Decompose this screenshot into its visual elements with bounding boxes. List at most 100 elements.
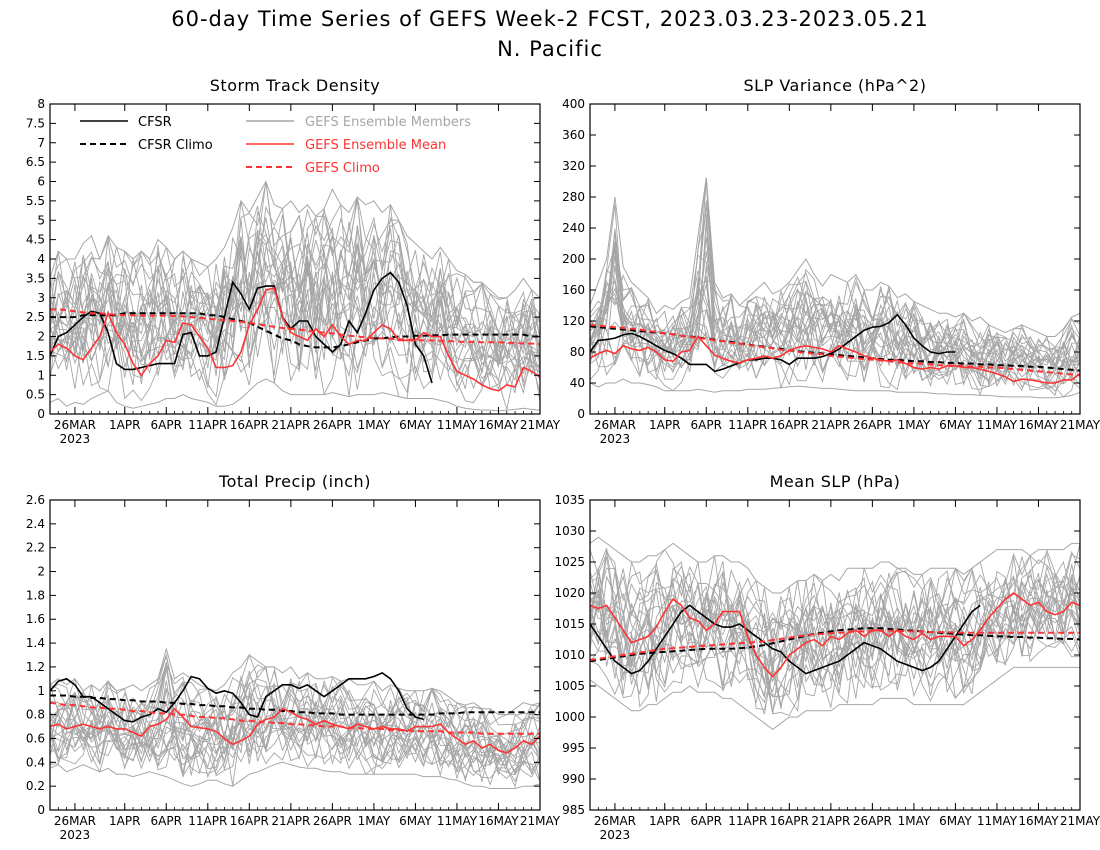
x-tick-label: 26MAR [54, 814, 96, 828]
x-tick-label: 21MAY [1060, 814, 1100, 828]
x-year-label: 2023 [600, 432, 631, 446]
ensemble-member-line [50, 715, 540, 789]
y-tick-label: 4.5 [26, 233, 45, 247]
ensemble-member-line [590, 213, 1080, 369]
ensemble-envelope-lower [590, 666, 1080, 731]
x-tick-label: 26APR [313, 814, 352, 828]
y-tick-label: 1015 [554, 617, 585, 631]
y-tick-label: 1010 [554, 648, 585, 662]
y-tick-label: 995 [562, 741, 585, 755]
series-line-gefs-climo [50, 308, 540, 346]
x-tick-label: 21MAY [1060, 418, 1100, 432]
series-line-cfsr [50, 271, 433, 384]
y-tick-label: 0.2 [26, 779, 45, 793]
series-line-cfsr [50, 671, 424, 723]
x-year-label: 2023 [60, 828, 91, 842]
y-tick-label: 2 [37, 330, 45, 344]
ensemble-envelope-upper [590, 536, 1080, 594]
legend-label-ens-members: GEFS Ensemble Members [305, 115, 471, 130]
x-tick-label: 1MAY [898, 814, 931, 828]
series-line-cfsr-climo [50, 694, 540, 716]
legend-label-ens-mean: GEFS Ensemble Mean [305, 138, 446, 153]
ensemble-member-line [50, 721, 540, 779]
series-line-gefs-ensemble-mean [590, 592, 1080, 678]
x-tick-label: 26MAR [54, 418, 96, 432]
ensemble-member-line [50, 181, 540, 347]
ensemble-member-line [590, 548, 1080, 644]
ensemble-member-line [50, 713, 540, 776]
series-line-gefs-climo [590, 629, 1080, 661]
ensemble-envelope-lower [590, 378, 1080, 399]
y-tick-label: 1.2 [26, 660, 45, 674]
y-tick-label: 2 [37, 565, 45, 579]
panel-title: SLP Variance (hPa^2) [744, 76, 927, 95]
y-tick-label: 0 [37, 407, 45, 421]
ensemble-member-line [50, 264, 540, 389]
legend-label-cfsr: CFSR [138, 115, 172, 130]
y-tick-label: 1000 [554, 710, 585, 724]
x-tick-label: 6APR [151, 814, 182, 828]
series-line-cfsr-climo [50, 312, 540, 349]
chart-panel-4: Mean SLP (hPa) 985 990 995 1000 1005 1010 1015 1… [554, 472, 1100, 842]
x-tick-label: 11APR [188, 814, 227, 828]
ensemble-member-line [590, 548, 1080, 636]
ensemble-member-line [50, 688, 540, 769]
x-tick-label: 6APR [691, 814, 722, 828]
y-tick-label: 990 [562, 772, 585, 786]
y-tick-label: 240 [562, 221, 585, 235]
x-tick-label: 11MAY [437, 418, 478, 432]
y-tick-label: 6 [37, 175, 45, 189]
x-tick-label: 16APR [770, 418, 809, 432]
ensemble-member-line [50, 701, 540, 776]
y-tick-label: 1020 [554, 586, 585, 600]
chart-panel-2: SLP Variance (hPa^2) 0 40 80 120 160 200 240 280… [562, 76, 1100, 446]
y-tick-label: 3 [37, 291, 45, 305]
y-tick-label: 0 [577, 407, 585, 421]
y-tick-label: 7 [37, 136, 45, 150]
ensemble-envelope-upper [50, 180, 540, 299]
ensemble-member-line [50, 715, 540, 782]
x-tick-label: 6APR [151, 418, 182, 432]
figure-subtitle: N. Pacific [497, 37, 603, 61]
x-tick-label: 1MAY [358, 418, 391, 432]
ensemble-member-line [590, 575, 1080, 683]
ensemble-member-line [590, 320, 1080, 398]
y-tick-label: 985 [562, 803, 585, 817]
x-tick-label: 16MAY [1018, 418, 1059, 432]
ensemble-member-line [50, 707, 540, 776]
y-tick-label: 360 [562, 128, 585, 142]
y-tick-label: 3.5 [26, 271, 45, 285]
x-tick-label: 26MAR [594, 418, 636, 432]
ensemble-member-line [50, 196, 540, 339]
y-tick-label: 0.8 [26, 708, 45, 722]
y-tick-label: 5 [37, 213, 45, 227]
series-line-gefs-ensemble-mean [50, 287, 540, 392]
ensemble-members [590, 177, 1080, 399]
x-tick-label: 1APR [649, 418, 680, 432]
y-tick-label: 280 [562, 190, 585, 204]
ensemble-member-line [590, 593, 1080, 698]
y-tick-label: 1035 [554, 493, 585, 507]
y-tick-label: 1.8 [26, 588, 45, 602]
series-line-cfsr-climo [590, 627, 1080, 663]
x-tick-label: 21APR [811, 418, 850, 432]
ensemble-member-line [590, 250, 1080, 384]
x-tick-label: 11MAY [977, 814, 1018, 828]
y-tick-label: 160 [562, 283, 585, 297]
panel-title: Mean SLP (hPa) [770, 472, 901, 491]
chart-panel-3: Total Precip (inch) 0 0.2 0.4 0.6 0.8 1 1.2 1.4 1… [26, 472, 561, 842]
y-tick-label: 1025 [554, 555, 585, 569]
ensemble-member-line [50, 661, 540, 751]
y-tick-label: 5.5 [26, 194, 45, 208]
y-tick-label: 2.6 [26, 493, 45, 507]
y-tick-label: 0 [37, 803, 45, 817]
x-tick-label: 16MAY [478, 814, 519, 828]
x-tick-label: 16APR [230, 814, 269, 828]
x-year-label: 2023 [60, 432, 91, 446]
y-tick-label: 1 [37, 684, 45, 698]
ensemble-member-line [50, 271, 540, 393]
ensemble-envelope-upper [590, 177, 1080, 337]
ensemble-members [590, 536, 1080, 731]
panel-title: Storm Track Density [210, 76, 380, 95]
